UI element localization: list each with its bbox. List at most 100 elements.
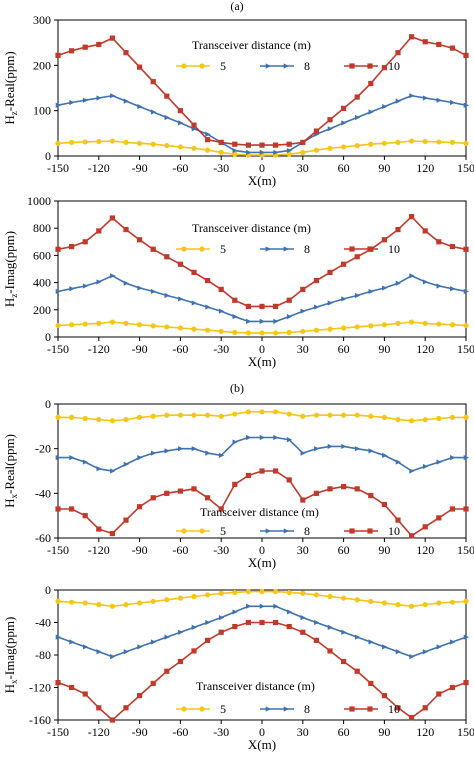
legend-label: 10 — [388, 59, 400, 73]
x-tick-label: 0 — [259, 342, 265, 356]
data-point — [164, 114, 170, 121]
x-tick-label: -30 — [213, 543, 229, 557]
data-point — [327, 300, 333, 306]
data-point — [164, 292, 170, 299]
legend-marker — [199, 246, 205, 252]
y-axis-label: Hz-Real(ppm) — [2, 51, 19, 124]
data-point — [450, 99, 456, 106]
data-point — [341, 443, 347, 450]
data-point — [55, 102, 61, 108]
data-point — [314, 446, 320, 452]
data-point — [55, 680, 61, 686]
data-point — [96, 228, 102, 234]
data-point — [341, 261, 347, 267]
data-point — [409, 654, 415, 660]
x-tick-label: 30 — [297, 725, 309, 739]
data-point — [55, 288, 61, 295]
data-point — [96, 466, 102, 472]
data-point — [150, 141, 156, 147]
x-tick-label: 60 — [338, 725, 350, 739]
data-point — [137, 103, 143, 110]
data-point — [177, 261, 183, 267]
data-point — [55, 506, 61, 512]
data-point — [82, 97, 89, 103]
data-point — [150, 413, 156, 419]
data-point — [354, 412, 360, 418]
data-point — [137, 237, 143, 243]
x-tick-label: -120 — [88, 543, 110, 557]
data-point — [205, 277, 211, 284]
x-axis-label: X(m) — [248, 354, 276, 369]
data-point — [409, 319, 415, 325]
data-point — [422, 463, 429, 470]
data-point — [300, 497, 306, 503]
data-point — [286, 151, 292, 157]
data-point — [259, 330, 265, 336]
data-point — [150, 495, 156, 501]
legend-label: 8 — [304, 59, 310, 73]
x-tick-label: -30 — [213, 725, 229, 739]
x-tick-label: -60 — [172, 543, 188, 557]
data-point — [82, 239, 88, 245]
data-point — [178, 629, 184, 635]
x-tick-label: -60 — [172, 725, 188, 739]
data-point — [150, 323, 156, 329]
data-point — [449, 45, 455, 51]
x-tick-label: -60 — [172, 161, 188, 175]
legend-label: 10 — [388, 524, 400, 538]
data-point — [273, 603, 279, 609]
data-point — [218, 452, 225, 458]
data-point — [409, 93, 415, 99]
data-point — [110, 468, 116, 474]
data-point — [259, 409, 265, 415]
data-point — [273, 149, 279, 155]
legend-label: 8 — [304, 524, 310, 538]
data-point — [382, 452, 388, 458]
data-point — [69, 684, 75, 691]
data-point — [463, 246, 469, 252]
x-tick-label: -150 — [47, 161, 69, 175]
data-point — [368, 448, 374, 454]
legend-title: Transceiver distance (m) — [200, 505, 319, 519]
legend-marker — [181, 528, 187, 534]
x-tick-label: 90 — [378, 161, 390, 175]
y-axis-label: Hz-Imag(ppm) — [2, 231, 19, 307]
data-point — [436, 139, 442, 145]
data-point — [368, 492, 374, 499]
data-point — [354, 668, 360, 674]
x-tick-label: -60 — [172, 342, 188, 356]
y-tick-label: -60 — [35, 531, 51, 545]
data-point — [273, 409, 279, 415]
data-point — [436, 459, 442, 465]
data-point — [69, 639, 75, 645]
data-point — [205, 131, 211, 137]
data-point — [286, 437, 293, 443]
data-point — [341, 105, 347, 111]
data-point — [69, 48, 75, 54]
data-point — [313, 277, 319, 284]
data-point — [123, 280, 129, 286]
data-point — [109, 138, 115, 144]
data-point — [123, 417, 129, 423]
series-10 — [55, 619, 469, 723]
data-point — [55, 634, 61, 640]
data-point — [300, 450, 306, 456]
data-point — [55, 246, 61, 252]
legend-marker — [283, 528, 289, 534]
data-point — [109, 319, 115, 325]
data-point — [450, 639, 456, 645]
x-tick-label: -90 — [132, 725, 148, 739]
data-point — [313, 128, 319, 134]
data-point — [82, 513, 88, 519]
data-point — [137, 285, 143, 291]
data-point — [341, 629, 347, 635]
data-point — [354, 486, 360, 492]
x-tick-label: 90 — [378, 725, 390, 739]
data-point — [69, 455, 75, 461]
data-point — [341, 484, 347, 490]
y-tick-label: -120 — [29, 681, 51, 695]
data-point — [137, 644, 143, 650]
data-point — [286, 411, 292, 417]
data-point — [313, 412, 319, 418]
data-point — [449, 684, 455, 691]
